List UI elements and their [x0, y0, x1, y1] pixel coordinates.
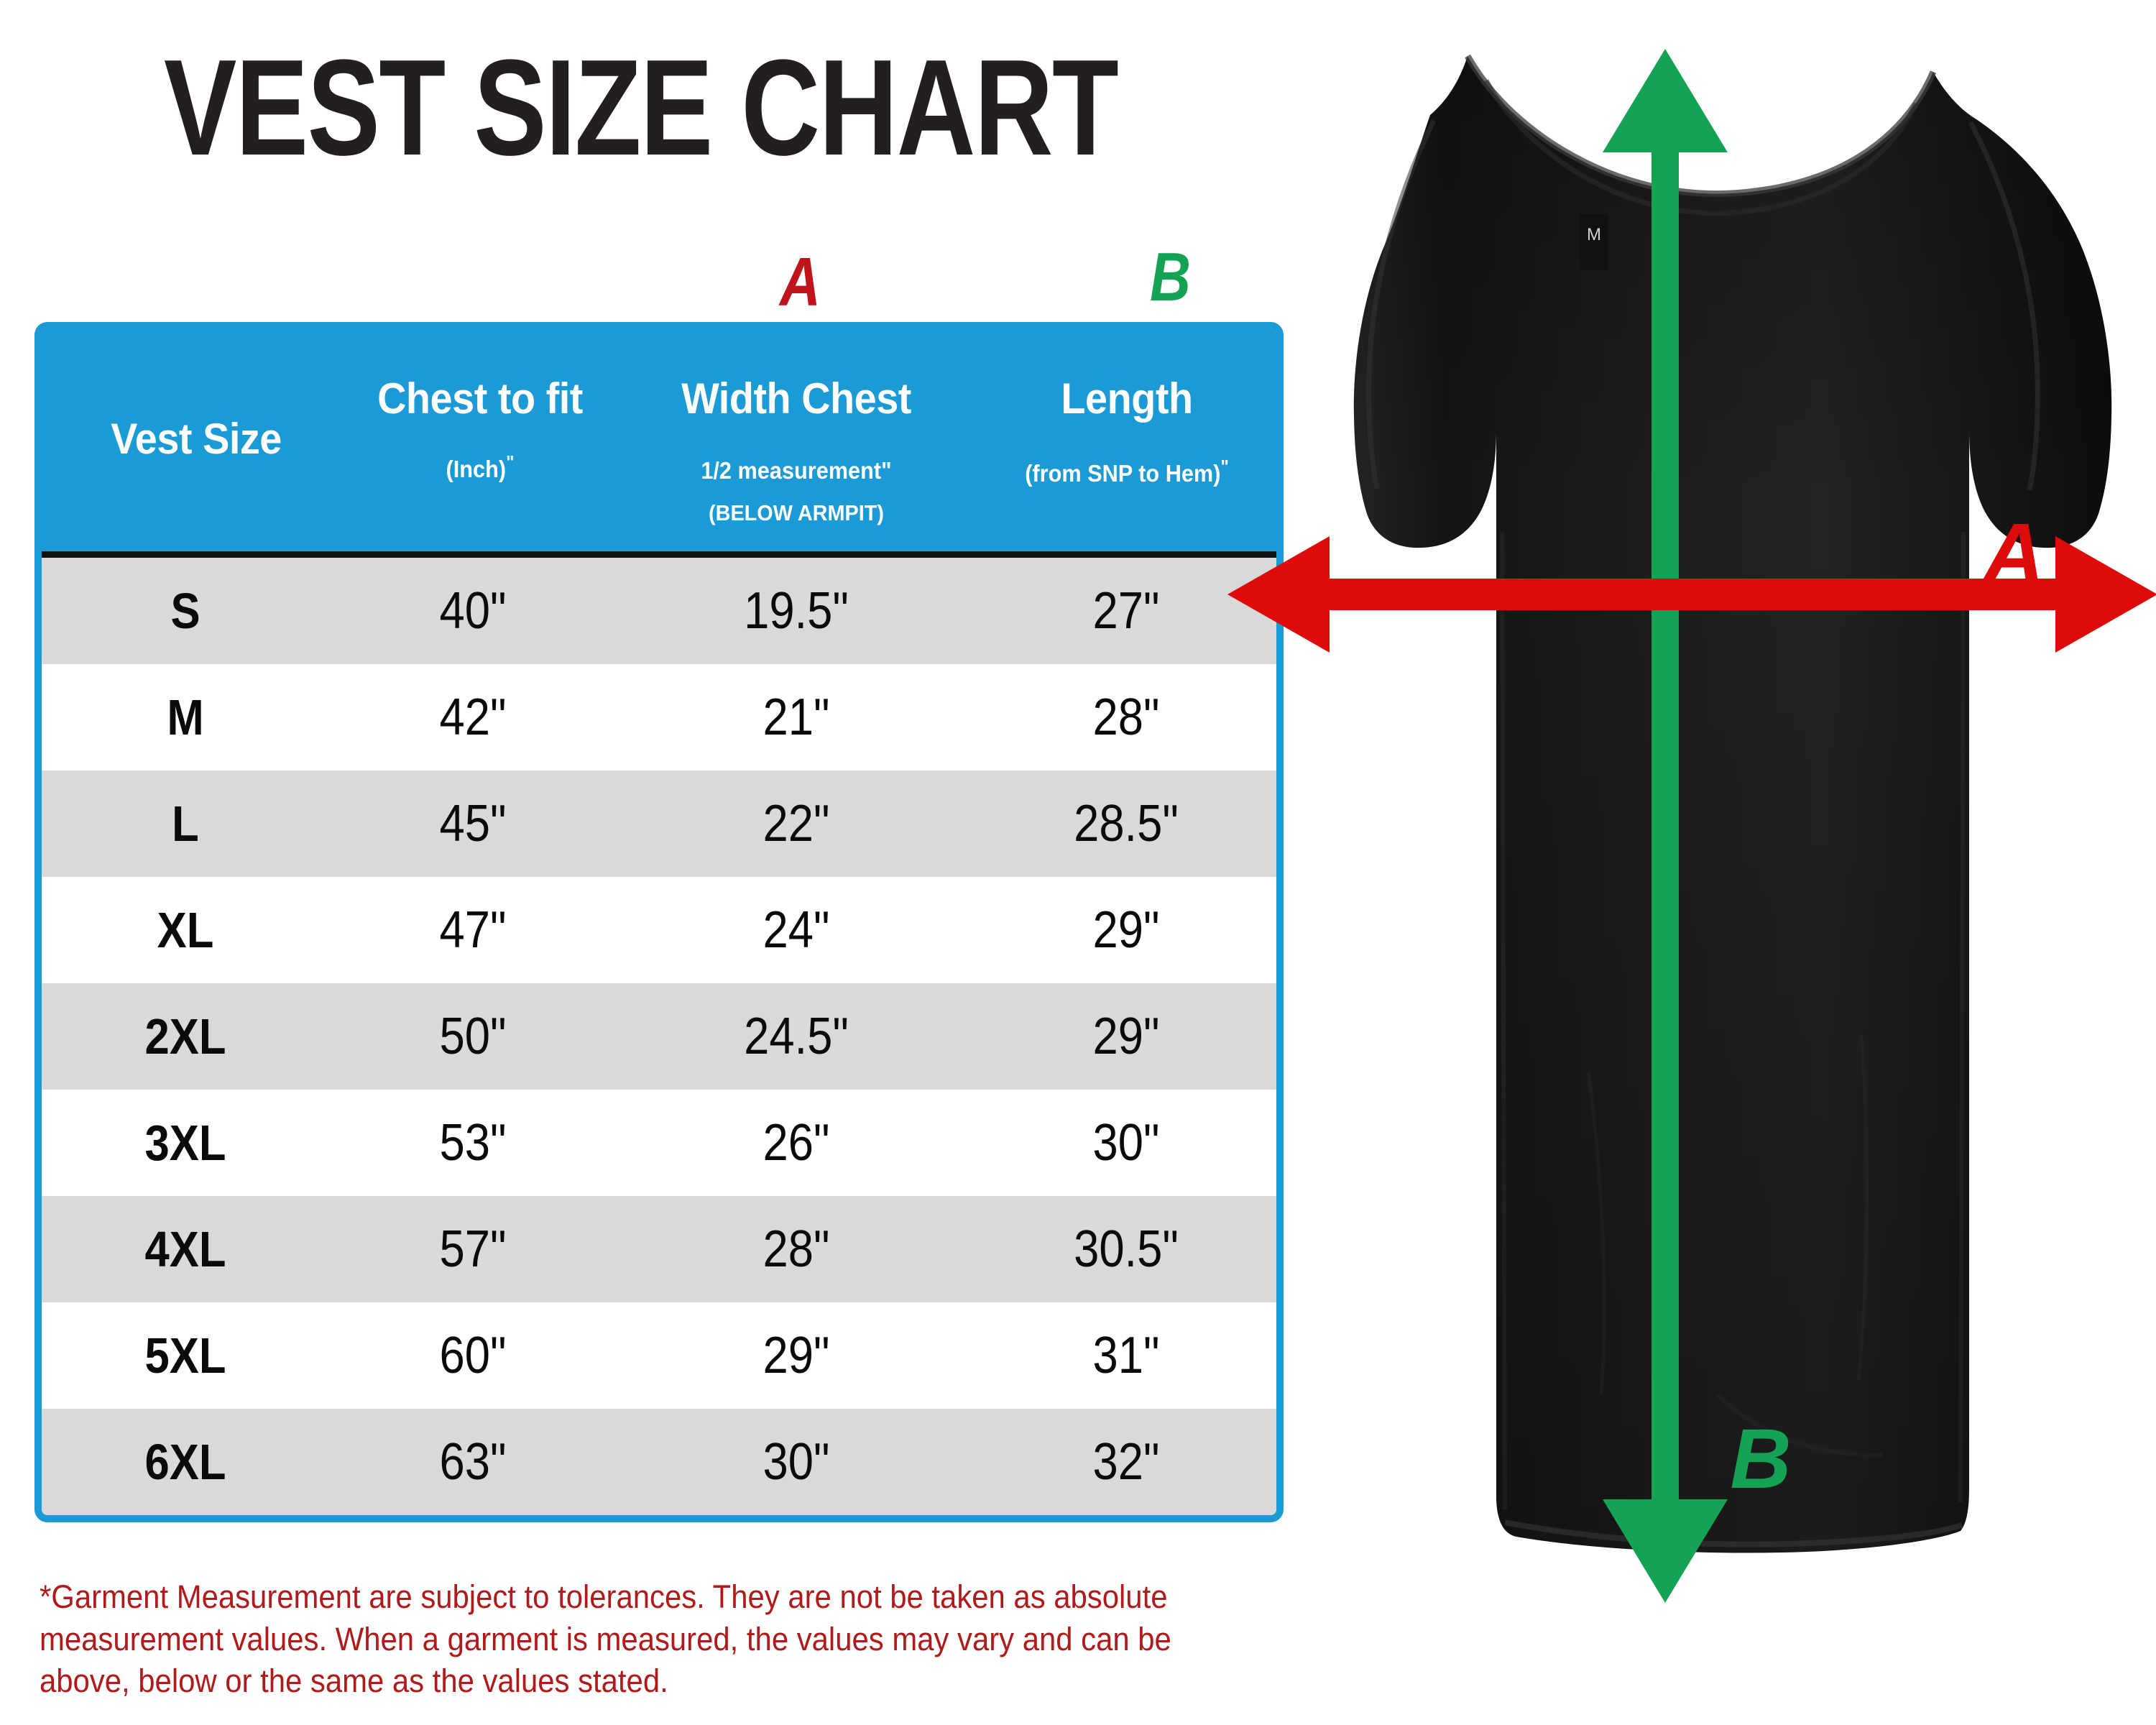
cell-length: 31" [1092, 1327, 1160, 1384]
cell-chest: 40" [439, 582, 507, 640]
cell-length: 29" [1092, 901, 1160, 959]
cell-size: 4XL [144, 1221, 226, 1277]
cell-size: XL [157, 902, 214, 958]
cell-chest: 45" [439, 795, 507, 852]
cell-size: L [172, 796, 199, 852]
cell-width: 19.5" [744, 582, 849, 640]
neck-tag-label: M [1587, 225, 1601, 244]
cell-width: 28" [763, 1220, 830, 1278]
cell-chest: 53" [439, 1114, 507, 1172]
table-body: S 40" 19.5" 27" M 42" 21" 28" L 45" 22" 28.5" XL 47" 2… [42, 558, 1276, 1515]
cell-chest: 47" [439, 901, 507, 959]
size-chart-table: Vest Size Chest to fit (Inch)" Width Che… [34, 322, 1284, 1522]
table-row: M 42" 21" 28" [42, 664, 1276, 770]
cell-length: 28" [1092, 689, 1160, 746]
cell-size: 5XL [144, 1328, 226, 1384]
cell-chest: 63" [439, 1433, 507, 1491]
table-header-row: Vest Size Chest to fit (Inch)" Width Che… [42, 329, 1276, 558]
neck-size-tag: M [1580, 214, 1608, 270]
column-subheader-width-chest-measurement: 1/2 measurement" [701, 457, 892, 484]
chest-width-measure-arrow-red [1227, 536, 2156, 653]
cell-width: 22" [763, 795, 830, 852]
footnote-disclaimer: *Garment Measurement are subject to tole… [40, 1578, 1171, 1699]
callout-letter-a-top: A [778, 244, 823, 321]
cell-chest: 50" [439, 1008, 507, 1065]
cell-size: 3XL [144, 1115, 226, 1171]
chest-inch-mark: " [506, 453, 515, 473]
cell-chest: 57" [439, 1220, 507, 1278]
cell-width: 24.5" [744, 1008, 849, 1065]
cell-length: 30.5" [1074, 1220, 1179, 1278]
table-row: 4XL 57" 28" 30.5" [42, 1196, 1276, 1302]
cell-width: 21" [763, 689, 830, 746]
length-measure-arrow-green [1603, 49, 1728, 1603]
table-row: 6XL 63" 30" 32" [42, 1409, 1276, 1515]
cell-length: 28.5" [1074, 795, 1179, 852]
vest-body-shape [1353, 54, 2112, 1553]
table-row: 3XL 53" 26" 30" [42, 1090, 1276, 1196]
cell-length: 27" [1092, 582, 1160, 640]
cell-size: M [167, 689, 204, 745]
column-header-width-chest: Width Chest [681, 374, 911, 423]
table-row: 5XL 60" 29" 31" [42, 1302, 1276, 1409]
column-header-length: Length [1061, 374, 1193, 423]
table-row: 2XL 50" 24.5" 29" [42, 983, 1276, 1090]
cell-chest: 42" [439, 689, 507, 746]
cell-size: 6XL [144, 1434, 226, 1490]
page-title: VEST SIZE CHART [164, 32, 1119, 184]
column-subheader-chest-to-fit: (Inch)" [340, 453, 621, 483]
callout-letter-b-garment: B [1730, 1412, 1791, 1506]
cell-width: 29" [763, 1327, 830, 1384]
length-inch-mark: " [1220, 457, 1229, 477]
vest-illustration: M A B [1215, 29, 2156, 1689]
chest-unit-text: (Inch) [446, 456, 507, 482]
table-row: S 40" 19.5" 27" [42, 558, 1276, 664]
callout-letter-b-top: B [1148, 239, 1193, 316]
column-subheader-length: (from SNP to Hem)" [980, 457, 1273, 487]
table-row: L 45" 22" 28.5" [42, 770, 1276, 877]
cell-length: 29" [1092, 1008, 1160, 1065]
callout-letter-a-garment: A [1981, 506, 2044, 601]
length-snp-text: (from SNP to Hem) [1025, 460, 1221, 487]
table-row: XL 47" 24" 29" [42, 877, 1276, 983]
cell-width: 26" [763, 1114, 830, 1172]
column-header-vest-size: Vest Size [111, 415, 282, 463]
cell-width: 24" [763, 901, 830, 959]
cell-chest: 60" [439, 1327, 507, 1384]
cell-length: 30" [1092, 1114, 1160, 1172]
cell-size: 2XL [144, 1008, 226, 1064]
column-subheader-width-chest-armpit: (BELOW ARMPIT) [709, 500, 884, 525]
cell-length: 32" [1092, 1433, 1160, 1491]
column-header-chest-to-fit: Chest to fit [377, 374, 583, 423]
cell-size: S [170, 583, 201, 639]
cell-width: 30" [763, 1433, 830, 1491]
